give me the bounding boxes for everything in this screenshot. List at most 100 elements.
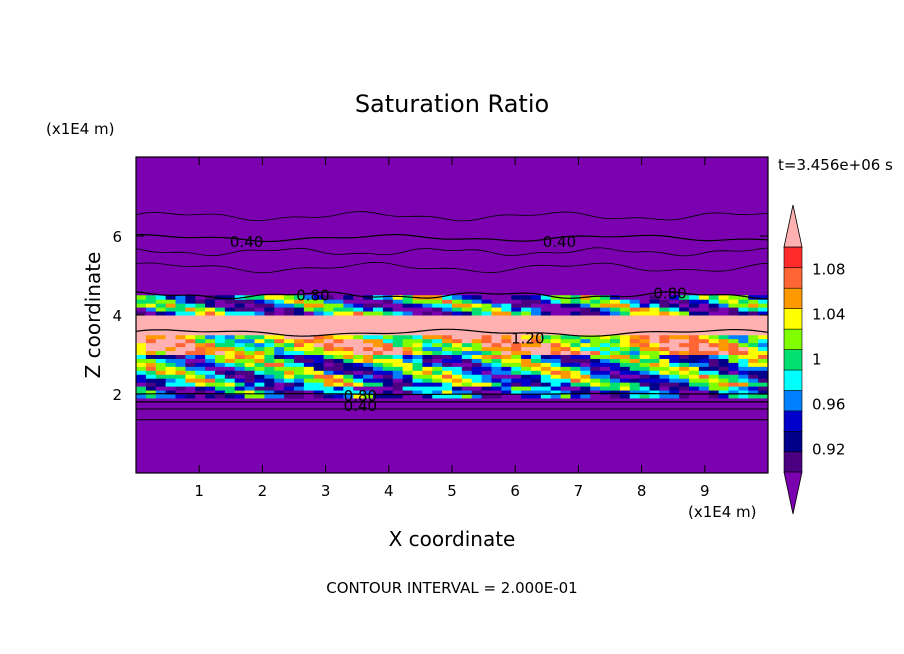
- field-cell: [254, 346, 265, 352]
- field-cell: [136, 378, 147, 383]
- field-cell: [412, 326, 423, 332]
- field-cell: [363, 382, 374, 387]
- field-cell: [649, 311, 660, 316]
- field-cell: [481, 338, 492, 344]
- field-cell: [254, 378, 265, 383]
- field-cell: [718, 311, 729, 316]
- field-cell: [689, 326, 700, 332]
- field-cell: [175, 350, 186, 355]
- field-cell: [659, 358, 670, 363]
- field-cell: [185, 318, 196, 324]
- field-cell: [501, 311, 512, 316]
- field-cell: [264, 322, 275, 328]
- field-cell: [363, 342, 374, 348]
- field-cell: [659, 366, 670, 371]
- field-cell: [333, 374, 344, 379]
- field-cell: [333, 350, 344, 355]
- field-cell: [422, 358, 433, 363]
- field-cell: [619, 303, 631, 308]
- field-cell: [560, 342, 571, 348]
- field-cell: [728, 307, 739, 312]
- field-cell: [145, 370, 157, 375]
- field-cell: [718, 366, 729, 371]
- field-cell: [313, 322, 325, 328]
- field-cell: [136, 338, 147, 344]
- field-cell: [254, 366, 265, 371]
- field-cell: [481, 346, 492, 352]
- field-cell: [491, 378, 502, 383]
- field-cell: [313, 370, 325, 375]
- field-cell: [748, 386, 759, 391]
- field-cell: [382, 374, 394, 379]
- field-cell: [718, 370, 729, 375]
- field-cell: [412, 299, 423, 304]
- field-cell: [382, 334, 394, 340]
- field-cell: [521, 338, 532, 344]
- field-cell: [264, 318, 275, 324]
- field-cell: [738, 334, 749, 340]
- field-cell: [155, 307, 167, 312]
- field-cell: [531, 350, 542, 355]
- field-cell: [501, 322, 512, 328]
- field-cell: [689, 390, 700, 395]
- field-cell: [629, 326, 641, 332]
- field-cell: [550, 346, 562, 352]
- field-cell: [294, 311, 305, 316]
- contour-line: [135, 261, 769, 274]
- colorbar-segment: [783, 369, 803, 391]
- field-cell: [471, 303, 483, 308]
- field-cell: [708, 318, 720, 324]
- field-cell: [195, 370, 206, 375]
- field-cell: [689, 315, 700, 320]
- field-cell: [284, 315, 295, 320]
- field-cell: [481, 311, 492, 316]
- contour-label: 0.80: [653, 284, 686, 302]
- field-cell: [224, 358, 236, 363]
- x-axis-label: X coordinate: [389, 527, 516, 551]
- field-cell: [274, 318, 285, 324]
- field-cell: [175, 362, 186, 367]
- field-cell: [402, 386, 413, 391]
- field-cell: [145, 350, 157, 355]
- field-cell: [224, 322, 236, 328]
- field-cell: [698, 326, 710, 332]
- field-cell: [580, 303, 591, 308]
- field-cell: [511, 350, 522, 355]
- field-cell: [748, 338, 759, 344]
- field-cell: [728, 374, 739, 379]
- field-cell: [136, 358, 147, 363]
- field-cell: [254, 358, 265, 363]
- field-cell: [708, 354, 720, 359]
- field-cell: [402, 315, 413, 320]
- field-cell: [570, 338, 581, 344]
- field-cell: [689, 330, 700, 336]
- field-cell: [442, 358, 453, 363]
- field-cell: [619, 354, 631, 359]
- field-cell: [274, 354, 285, 359]
- field-cell: [590, 382, 601, 387]
- field-cell: [758, 326, 769, 332]
- field-cell: [629, 346, 641, 352]
- field-cell: [145, 342, 157, 348]
- field-cell: [343, 354, 354, 359]
- field-cell: [471, 382, 483, 387]
- field-cell: [363, 366, 374, 371]
- field-cell: [185, 299, 196, 304]
- field-cell: [402, 330, 413, 336]
- field-cell: [343, 378, 354, 383]
- field-cell: [452, 386, 463, 391]
- field-cell: [432, 358, 443, 363]
- field-cell: [254, 382, 265, 387]
- field-cell: [748, 382, 759, 387]
- field-cell: [185, 307, 196, 312]
- field-cell: [234, 330, 246, 336]
- field-cell: [333, 358, 344, 363]
- field-cell: [294, 342, 305, 348]
- field-cell: [619, 299, 631, 304]
- field-cell: [758, 354, 769, 359]
- field-cell: [698, 394, 710, 399]
- field-cell: [728, 346, 739, 352]
- field-cell: [303, 342, 315, 348]
- field-cell: [205, 342, 216, 348]
- field-cell: [531, 311, 542, 316]
